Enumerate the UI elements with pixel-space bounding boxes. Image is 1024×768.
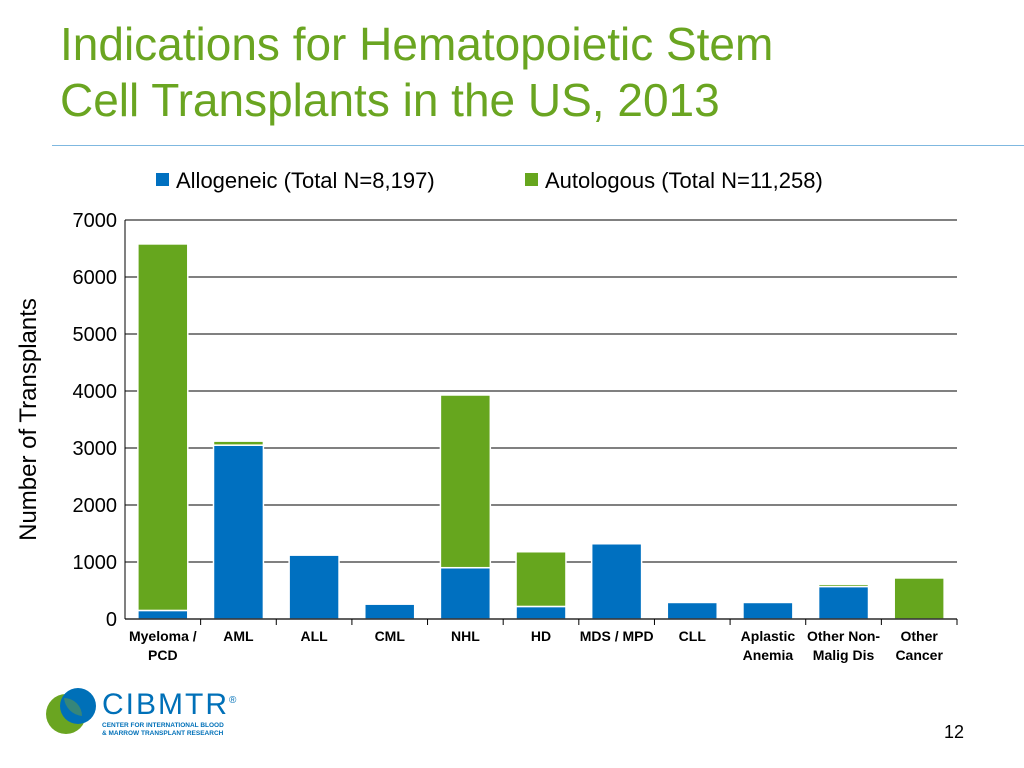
slide-title-line-1: Indications for Hematopoietic Stem: [60, 18, 774, 70]
bar-allogeneic: [742, 601, 794, 620]
title-divider: [52, 145, 1024, 146]
bar-autologous: [515, 550, 567, 608]
x-category-label: CML: [375, 628, 406, 644]
x-category-label: Other: [901, 628, 939, 644]
legend-label-autologous: Autologous (Total N=11,258): [545, 168, 823, 193]
legend-swatch-allogeneic: [156, 173, 169, 186]
x-category-label: Myeloma /: [129, 628, 197, 644]
bar-allogeneic: [212, 444, 265, 620]
bar-allogeneic: [666, 601, 718, 620]
x-category-label: Anemia: [743, 647, 794, 663]
y-tick-label: 6000: [73, 267, 118, 289]
bar-allogeneic: [288, 554, 340, 620]
y-tick-label: 1000: [73, 552, 118, 574]
bar-allogeneic: [137, 609, 189, 620]
legend-label-allogeneic: Allogeneic (Total N=8,197): [176, 168, 435, 193]
bar-allogeneic: [439, 566, 492, 620]
slide-title-line-2: Cell Transplants in the US, 2013: [60, 74, 720, 126]
legend-swatch-autologous: [525, 173, 538, 186]
stacked-bar-chart: 0 1000 2000 3000 4000 5000 6000 7000 Number of T…: [15, 168, 958, 663]
cibmtr-logo-subtitle-line-2: & MARROW TRANSPLANT RESEARCH: [102, 730, 224, 737]
y-tick-label: 7000: [73, 210, 118, 232]
cibmtr-logo-subtitle-line-1: CENTER FOR INTERNATIONAL BLOOD: [102, 722, 224, 729]
x-category-label: Malig Dis: [813, 647, 875, 663]
y-axis-label: Number of Transplants: [15, 298, 42, 541]
registered-mark: ®: [229, 695, 239, 706]
x-category-label: NHL: [451, 628, 480, 644]
slide-title: Indications for Hematopoietic Stem Cell …: [60, 16, 960, 128]
x-category-label: PCD: [148, 647, 178, 663]
bar-autologous: [137, 243, 189, 612]
page-number: 12: [943, 722, 964, 742]
cibmtr-logo: CIBMTR® CENTER FOR INTERNATIONAL BLOOD &…: [44, 684, 244, 744]
y-tick-label: 4000: [73, 381, 118, 403]
x-category-label: MDS / MPD: [580, 628, 654, 644]
y-tick-label: 0: [106, 609, 117, 631]
bar-autologous: [817, 583, 870, 588]
bar-allogeneic: [364, 603, 416, 620]
cibmtr-logo-mark-icon: [46, 688, 96, 734]
cibmtr-logo-name-text: CIBMTR: [102, 688, 229, 721]
bar-autologous: [893, 577, 945, 620]
x-category-label: Aplastic: [741, 628, 796, 644]
bar-autologous: [212, 440, 265, 446]
x-category-label: CLL: [679, 628, 707, 644]
bar-allogeneic: [817, 585, 870, 620]
cibmtr-logo-subtitle: CENTER FOR INTERNATIONAL BLOOD & MARROW …: [102, 722, 242, 738]
bar-allogeneic: [515, 605, 567, 620]
bar-autologous: [439, 394, 492, 569]
x-category-label: HD: [531, 628, 551, 644]
x-category-label: AML: [223, 628, 254, 644]
cibmtr-logo-name: CIBMTR®: [102, 688, 238, 722]
y-tick-label: 3000: [73, 438, 118, 460]
bar-allogeneic: [590, 543, 643, 620]
x-category-label: ALL: [300, 628, 328, 644]
x-category-label: Cancer: [895, 647, 943, 663]
y-tick-label: 5000: [73, 324, 118, 346]
x-category-label: Other Non-: [807, 628, 880, 644]
y-tick-label: 2000: [73, 495, 118, 517]
